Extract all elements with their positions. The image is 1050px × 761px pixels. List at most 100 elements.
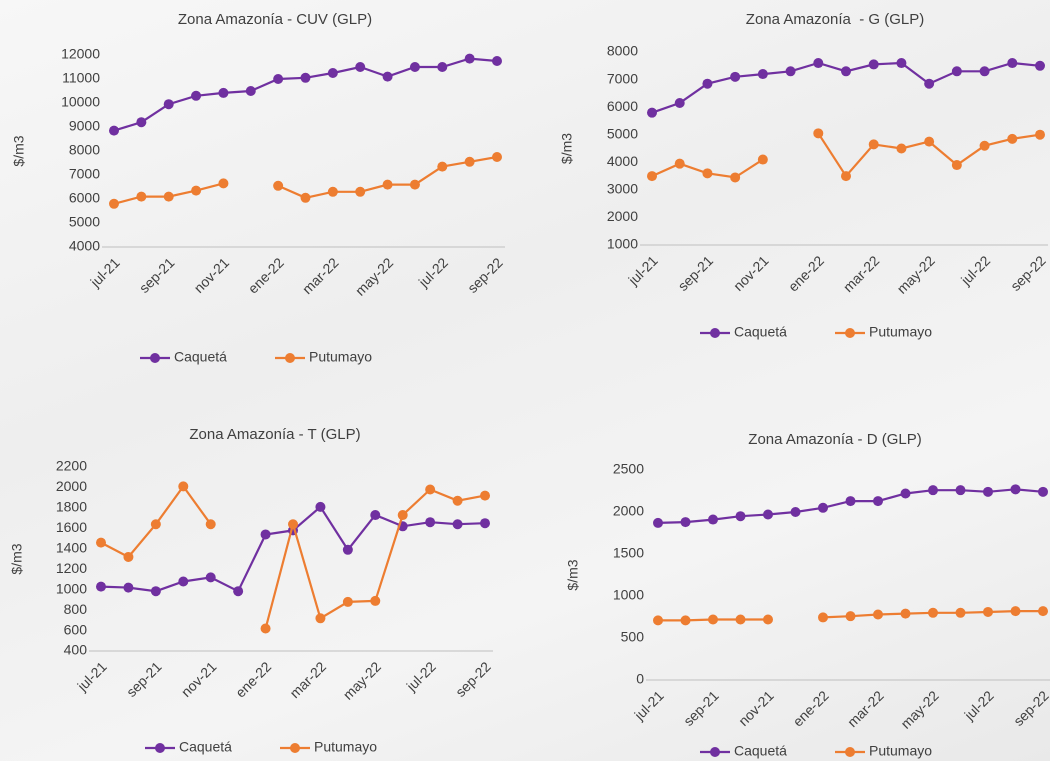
- data-point: [300, 72, 311, 83]
- data-point: [1038, 606, 1048, 617]
- legend-marker: [845, 747, 855, 757]
- y-axis-label: $/m3: [559, 133, 575, 164]
- y-tick-label: 1000: [607, 236, 638, 252]
- y-tick-label: 9000: [69, 118, 100, 134]
- data-point: [191, 185, 202, 196]
- y-tick-label: 2000: [56, 478, 87, 494]
- x-tick-label: nov-21: [730, 252, 772, 294]
- data-point: [315, 501, 326, 512]
- y-tick-label: 2000: [607, 208, 638, 224]
- y-tick-label: 400: [64, 642, 88, 658]
- data-point: [178, 576, 189, 587]
- data-point: [123, 551, 134, 562]
- data-point: [785, 66, 796, 77]
- data-point: [178, 481, 189, 492]
- series-line: [100, 484, 486, 629]
- data-point: [382, 71, 393, 82]
- data-point: [150, 519, 161, 530]
- data-point: [96, 537, 106, 548]
- data-point: [136, 117, 147, 128]
- x-tick-label: ene-22: [785, 252, 827, 294]
- data-point: [674, 98, 685, 109]
- data-point: [928, 485, 938, 496]
- x-tick-label: ene-22: [232, 658, 274, 700]
- x-tick-label: sep-22: [452, 658, 494, 700]
- x-tick-label: jul-22: [403, 658, 439, 694]
- data-point: [983, 486, 993, 497]
- y-tick-label: 5000: [607, 125, 638, 141]
- y-tick-label: 7000: [69, 166, 100, 182]
- data-point: [653, 615, 663, 626]
- x-tick-label: sep-22: [1007, 252, 1049, 294]
- legend-label: Putumayo: [314, 739, 377, 755]
- x-tick-label: jul-22: [957, 252, 993, 288]
- chart-title: Zona Amazonía - D (GLP): [748, 431, 921, 448]
- y-tick-label: 2200: [56, 458, 87, 474]
- data-point: [452, 519, 463, 530]
- y-tick-label: 0: [636, 671, 644, 687]
- legend-label: Caquetá: [179, 739, 232, 755]
- data-point: [653, 517, 663, 528]
- data-point: [260, 623, 271, 634]
- data-point: [464, 156, 475, 167]
- x-tick-label: may-22: [897, 687, 941, 731]
- data-point: [955, 485, 966, 496]
- data-point: [315, 613, 326, 624]
- data-point: [1035, 60, 1045, 71]
- data-point: [96, 581, 106, 592]
- data-point: [813, 58, 824, 69]
- x-tick-label: ene-22: [245, 254, 287, 296]
- y-tick-label: 7000: [607, 70, 638, 86]
- data-point: [708, 514, 718, 525]
- data-point: [896, 143, 907, 154]
- y-tick-label: 5000: [69, 214, 100, 230]
- y-tick-label: 4000: [69, 238, 100, 254]
- chart-title: Zona Amazonía - T (GLP): [189, 426, 360, 443]
- y-tick-label: 11000: [62, 70, 100, 86]
- data-point: [464, 53, 475, 64]
- legend-label: Caquetá: [734, 324, 787, 340]
- data-point: [300, 192, 311, 203]
- x-tick-label: jul-21: [631, 687, 667, 723]
- data-point: [492, 152, 502, 162]
- data-point: [979, 66, 990, 77]
- data-point: [109, 125, 119, 136]
- data-point: [896, 58, 907, 69]
- data-point: [191, 90, 202, 101]
- data-point: [409, 179, 420, 190]
- data-point: [437, 62, 448, 72]
- data-point: [757, 154, 768, 165]
- data-point: [647, 171, 657, 182]
- legend-label: Putumayo: [869, 743, 932, 759]
- legend-marker: [710, 747, 720, 757]
- data-point: [757, 69, 768, 80]
- data-point: [205, 519, 216, 530]
- data-point: [763, 614, 773, 625]
- legend-marker: [710, 328, 720, 338]
- data-point: [790, 507, 801, 517]
- data-point: [702, 78, 713, 89]
- x-tick-label: nov-21: [735, 687, 777, 729]
- data-point: [813, 128, 824, 139]
- y-axis-label: $/m3: [9, 543, 25, 574]
- data-point: [708, 614, 718, 625]
- x-tick-label: jul-22: [415, 254, 451, 290]
- data-point: [900, 608, 911, 619]
- data-point: [924, 78, 935, 89]
- x-tick-label: sep-21: [136, 254, 178, 296]
- legend-marker: [290, 743, 300, 753]
- x-tick-label: nov-21: [191, 254, 233, 296]
- data-point: [150, 586, 161, 597]
- x-tick-label: jul-21: [87, 254, 123, 290]
- data-point: [873, 496, 883, 507]
- y-tick-label: 600: [64, 621, 88, 637]
- y-tick-label: 1400: [56, 539, 87, 555]
- data-point: [730, 172, 741, 183]
- y-tick-label: 6000: [69, 190, 100, 206]
- data-point: [109, 198, 119, 209]
- legend-label: Caquetá: [174, 349, 227, 365]
- data-point: [983, 606, 993, 617]
- data-point: [355, 186, 366, 197]
- data-point: [951, 160, 962, 171]
- x-tick-label: mar-22: [844, 687, 887, 730]
